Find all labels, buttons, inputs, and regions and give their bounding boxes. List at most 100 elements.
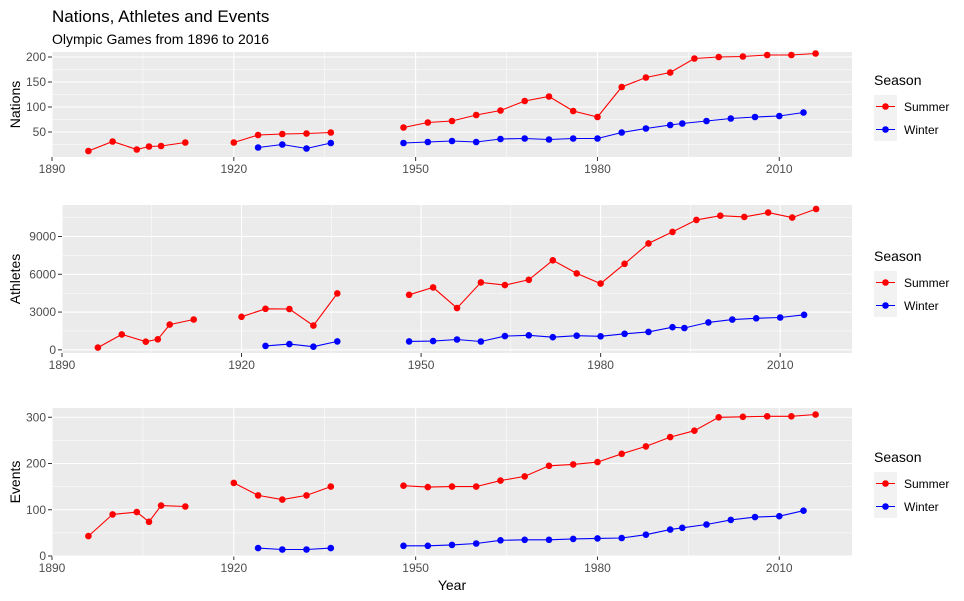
data-point-summer [334, 290, 341, 297]
data-point-winter [800, 311, 808, 319]
data-point-winter [569, 535, 577, 543]
data-point-winter [776, 512, 783, 520]
data-point-winter [525, 332, 533, 339]
x-tick-label: 2010 [766, 162, 793, 176]
series-line-summer [403, 52, 816, 129]
series-line-winter [403, 111, 804, 144]
data-point-summer [182, 139, 189, 146]
data-point-summer [424, 119, 432, 126]
data-point-winter [752, 315, 760, 322]
data-point-winter [497, 135, 504, 143]
data-point-summer [85, 147, 92, 155]
data-point-winter [303, 546, 310, 553]
data-point-summer [812, 411, 819, 418]
data-point-winter [501, 332, 509, 340]
data-point-summer [182, 503, 189, 510]
y-tick-label: 3000 [29, 305, 56, 319]
series-line-summer [97, 318, 194, 349]
data-point-winter [666, 526, 674, 533]
data-point-winter [549, 333, 557, 341]
x-tick-label: 1950 [408, 358, 435, 372]
data-point-summer [812, 50, 819, 57]
data-point-winter [573, 332, 580, 340]
legend-label-winter: Winter [904, 500, 939, 514]
series-line-winter [265, 340, 338, 348]
legend-title: Season [874, 449, 921, 465]
x-tick-label: 1890 [39, 561, 66, 575]
data-point-summer [497, 107, 504, 114]
data-point-winter [262, 342, 269, 350]
x-tick-label: 1950 [402, 561, 429, 575]
data-point-summer [254, 131, 262, 139]
data-point-summer [691, 427, 698, 435]
data-point-winter [679, 524, 686, 532]
panel-athletes: 1890 1920 1950 1980 2010 0 3000 6000 9000 Athlete… [7, 205, 949, 372]
data-point-winter [751, 513, 759, 521]
panel-background [52, 408, 852, 556]
data-point-summer [109, 511, 116, 518]
data-point-summer [400, 482, 407, 490]
data-point-winter [286, 340, 293, 348]
legend-key-point [882, 503, 889, 510]
data-point-winter [327, 544, 335, 552]
legend-label-winter: Winter [904, 299, 939, 313]
series-line-winter [409, 314, 805, 343]
data-point-winter [400, 139, 407, 147]
data-point-summer [230, 479, 238, 487]
data-point-summer [424, 483, 432, 491]
data-point-winter [703, 117, 710, 125]
data-point-winter [254, 544, 262, 552]
data-point-summer [279, 130, 286, 138]
data-point-summer [94, 344, 102, 351]
data-point-summer [262, 305, 269, 313]
data-point-summer [133, 508, 141, 516]
data-point-winter [642, 125, 650, 132]
data-point-summer [133, 146, 141, 153]
data-point-summer [405, 291, 413, 299]
data-point-summer [788, 214, 796, 221]
data-point-winter [453, 336, 461, 343]
data-point-summer [145, 143, 153, 150]
data-point-winter [703, 521, 710, 528]
x-tick-label: 1980 [584, 162, 611, 176]
x-tick-label: 1980 [587, 358, 614, 372]
x-tick-label: 1920 [228, 358, 255, 372]
data-point-summer [666, 69, 674, 76]
data-point-winter [254, 144, 262, 151]
data-point-summer [545, 93, 553, 100]
legend-title: Season [874, 248, 921, 264]
data-point-summer [715, 414, 722, 421]
data-point-winter [424, 542, 432, 550]
data-point-summer [597, 280, 604, 287]
y-tick-label: 100 [26, 503, 46, 517]
data-point-summer [812, 205, 820, 213]
data-point-summer [145, 518, 153, 526]
data-point-summer [238, 313, 245, 321]
data-point-winter [776, 314, 784, 321]
data-point-summer [764, 209, 772, 216]
data-point-summer [472, 111, 480, 119]
legend-title: Season [874, 72, 921, 88]
data-point-summer [400, 124, 407, 131]
data-point-winter [727, 115, 735, 122]
series-line-summer [88, 505, 186, 537]
data-point-winter [594, 535, 601, 542]
legend-key-point [882, 480, 889, 487]
data-point-winter [727, 516, 735, 524]
data-point-winter [472, 540, 480, 547]
y-tick-label: 200 [26, 50, 46, 64]
panel-background [62, 205, 852, 353]
data-point-winter [618, 534, 625, 542]
data-point-winter [279, 141, 286, 148]
data-point-summer [521, 473, 528, 480]
y-tick-label: 100 [26, 100, 46, 114]
data-point-winter [400, 542, 407, 550]
data-point-summer [525, 276, 533, 284]
data-point-summer [154, 336, 162, 343]
data-point-winter [424, 138, 432, 146]
series-line-winter [258, 142, 331, 150]
data-point-winter [521, 135, 528, 142]
data-point-summer [472, 483, 480, 490]
data-point-winter [477, 338, 485, 345]
